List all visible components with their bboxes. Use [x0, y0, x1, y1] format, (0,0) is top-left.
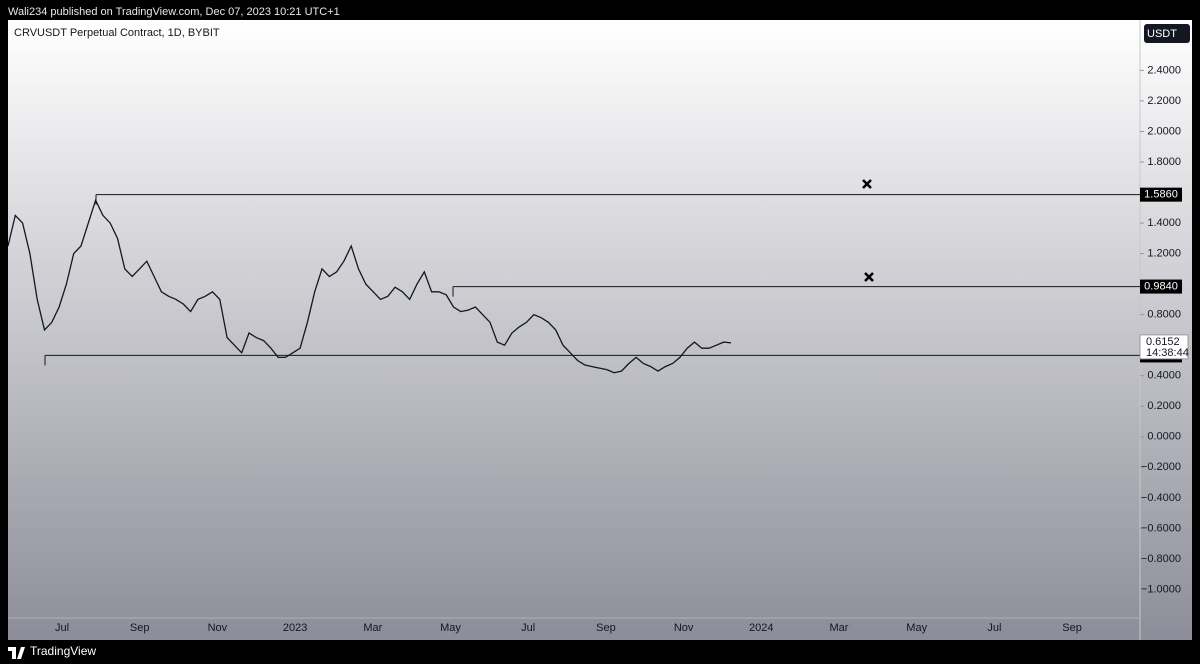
y-tick-label: 1.4000: [1147, 217, 1181, 229]
last-price-box: [1139, 334, 1189, 360]
x-tick-label: Sep: [596, 622, 616, 634]
chart-panel: [8, 20, 1192, 640]
x-tick-label: Sep: [130, 622, 150, 634]
x-tick-label: May: [440, 622, 461, 634]
brand: TradingView: [30, 644, 96, 658]
header-text: Wali234 published on TradingView.com, De…: [8, 6, 340, 18]
y-tick-label: 2.4000: [1147, 64, 1181, 76]
x-tick-label: Nov: [208, 622, 228, 634]
y-tick-label: 0.4000: [1147, 370, 1181, 382]
x-tick-label: 2023: [283, 622, 307, 634]
currency-button[interactable]: [1144, 24, 1190, 43]
x-tick-label: Jul: [521, 622, 535, 634]
x-tick-label: Nov: [674, 622, 694, 634]
level-label-box: [1140, 279, 1182, 294]
countdown: 14:38:44: [1146, 347, 1189, 359]
y-tick-label: −0.8000: [1141, 553, 1181, 565]
chart-title: CRVUSDT Perpetual Contract, 1D, BYBIT: [14, 27, 220, 39]
y-tick-label: 0.2000: [1147, 400, 1181, 412]
x-tick-label: Jul: [55, 622, 69, 634]
x-tick-label: Mar: [830, 622, 849, 634]
y-tick-label: 1.2000: [1147, 247, 1181, 259]
level-label: 1.5860: [1144, 189, 1178, 201]
x-tick-label: Jul: [987, 622, 1001, 634]
y-tick-label: 0.0000: [1147, 431, 1181, 443]
y-tick-label: 2.2000: [1147, 95, 1181, 107]
level-label-box: [1140, 187, 1182, 202]
y-tick-label: −1.0000: [1141, 583, 1181, 595]
level-label: 0.9840: [1144, 280, 1178, 292]
x-tick-label: Sep: [1062, 622, 1082, 634]
x-markers: [862, 179, 874, 282]
y-tick-label: −0.6000: [1141, 522, 1181, 534]
brand-logo: [8, 647, 25, 659]
currency-label[interactable]: USDT: [1147, 28, 1177, 40]
price-line: [7, 198, 732, 374]
y-tick-label: −0.2000: [1141, 461, 1181, 473]
y-tick-label: 1.8000: [1147, 156, 1181, 168]
x-tick-label: Mar: [363, 622, 382, 634]
last-price: 0.6152: [1146, 336, 1180, 348]
x-tick-label: 2024: [749, 622, 773, 634]
y-tick-label: −0.4000: [1141, 492, 1181, 504]
y-tick-label: 0.8000: [1147, 309, 1181, 321]
y-tick-label: 2.0000: [1147, 125, 1181, 137]
x-tick-label: May: [906, 622, 927, 634]
